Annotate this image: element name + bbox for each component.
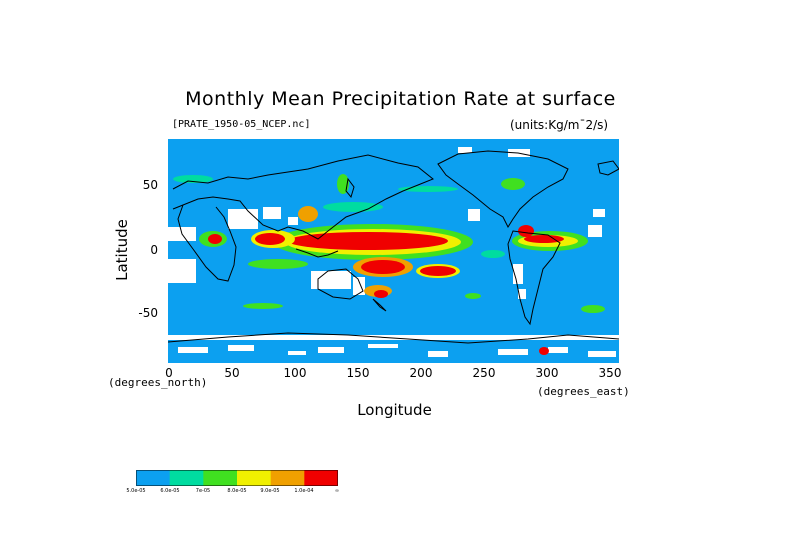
colorbar-tick-label: 1.0e-04 <box>294 488 314 494</box>
x-tick-label: 300 <box>535 366 559 380</box>
colorbar-tick-label: ∞ <box>334 488 340 494</box>
x-tick-label: 350 <box>598 366 622 380</box>
units-label: (units:Kg/m¯2/s) <box>510 118 609 132</box>
colorbar-tick-label: 5.0e-05 <box>126 488 146 494</box>
y-unit-label: (degrees_north) <box>108 376 208 389</box>
colorbar-tick-label: 9.0e-05 <box>260 488 280 494</box>
colorbar-tick-label: 8.0e-05 <box>227 488 247 494</box>
y-tick-label: -50 <box>138 306 158 320</box>
colorbar-swatch <box>304 470 338 486</box>
chart-title: Monthly Mean Precipitation Rate at surfa… <box>185 88 616 110</box>
colorbar-tick-label: 7e-05 <box>195 488 211 494</box>
colorbar-swatch <box>237 470 272 486</box>
x-axis-label: Longitude <box>357 401 432 419</box>
colorbar-tick-label: 6.0e-05 <box>160 488 180 494</box>
x-tick-label: 150 <box>346 366 370 380</box>
y-tick-label: 50 <box>142 178 158 192</box>
colorbar-swatch <box>136 470 171 486</box>
y-tick-label: 0 <box>150 243 158 257</box>
x-tick-label: 100 <box>283 366 307 380</box>
colorbar <box>136 470 338 486</box>
file-label: [PRATE_1950-05_NCEP.nc] <box>172 119 311 130</box>
x-tick-label: 50 <box>224 366 240 380</box>
x-tick-label: 250 <box>472 366 496 380</box>
precipitation-map <box>168 139 619 363</box>
colorbar-border <box>136 470 338 486</box>
x-tick-label: 200 <box>409 366 433 380</box>
colorbar-swatch <box>169 470 204 486</box>
colorbar-swatch <box>270 470 305 486</box>
x-unit-label: (degrees_east) <box>537 385 630 398</box>
missing-data-patches <box>168 147 619 357</box>
precipitation-contours <box>173 174 605 355</box>
coastlines <box>168 150 619 344</box>
colorbar-swatch <box>203 470 238 486</box>
x-tick-label: 0 <box>165 366 173 380</box>
